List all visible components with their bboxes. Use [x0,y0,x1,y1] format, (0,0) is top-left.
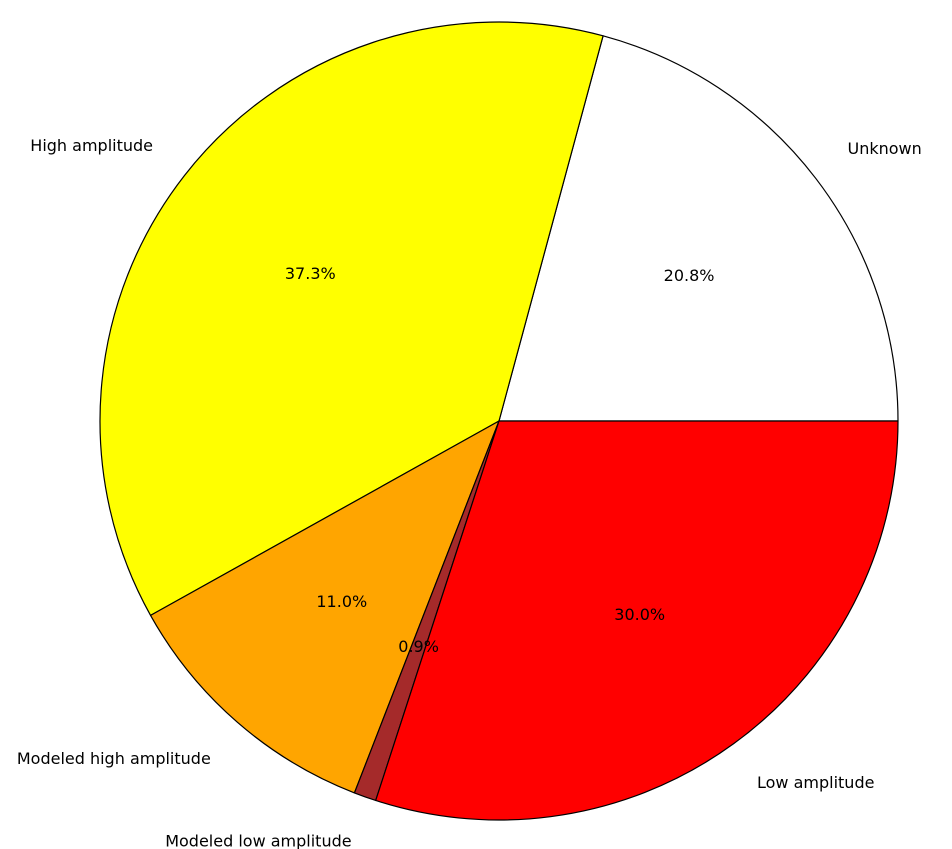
pie-slice-low-amplitude [375,420,899,821]
pct-label-modeled-high-amplitude: 11.0% [316,592,367,611]
slice-label-low-amplitude: Low amplitude [757,773,874,792]
slice-label-unknown: Unknown [848,139,922,158]
slice-label-modeled-high-amplitude: Modeled high amplitude [17,749,211,768]
pie-slice-high-amplitude [99,21,604,617]
pie-slice-unknown [498,35,899,422]
pct-label-modeled-low-amplitude: 0.9% [398,637,439,656]
pct-label-low-amplitude: 30.0% [614,605,665,624]
pie-slice-modeled-high-amplitude [149,420,500,794]
slice-label-modeled-low-amplitude: Modeled low amplitude [165,831,351,849]
pct-label-high-amplitude: 37.3% [285,264,336,283]
pct-label-unknown: 20.8% [664,266,715,285]
pie-labels: 20.8% Unknown 37.3% High amplitude 11.0% Mode… [17,136,922,849]
pie-slices [99,21,899,821]
slice-label-high-amplitude: High amplitude [30,136,153,155]
